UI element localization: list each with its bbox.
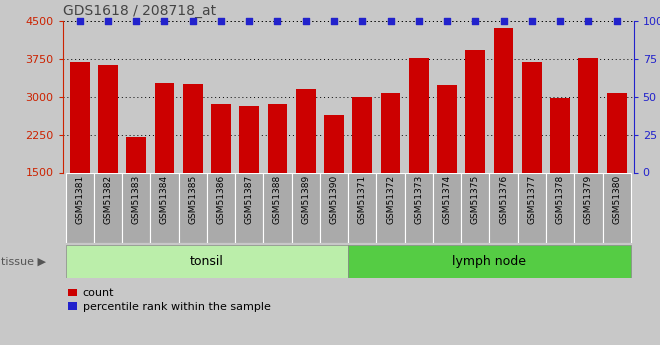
Bar bbox=[122, 172, 150, 243]
Text: GSM51381: GSM51381 bbox=[75, 175, 84, 224]
Point bbox=[527, 18, 537, 23]
Bar bbox=[405, 172, 433, 243]
Bar bbox=[578, 58, 598, 172]
Bar bbox=[494, 28, 513, 172]
Bar bbox=[517, 172, 546, 243]
Bar bbox=[235, 172, 263, 243]
Point bbox=[216, 18, 226, 23]
Bar bbox=[150, 172, 179, 243]
Bar bbox=[94, 172, 122, 243]
Point bbox=[442, 18, 452, 23]
Bar bbox=[240, 106, 259, 172]
Bar bbox=[607, 92, 626, 172]
Text: GSM51384: GSM51384 bbox=[160, 175, 169, 224]
Bar bbox=[65, 245, 348, 278]
Bar bbox=[126, 137, 146, 172]
Bar bbox=[522, 62, 542, 172]
Text: tissue ▶: tissue ▶ bbox=[1, 256, 46, 266]
Bar bbox=[348, 172, 376, 243]
Point bbox=[329, 18, 339, 23]
Text: GSM51374: GSM51374 bbox=[443, 175, 451, 224]
Bar bbox=[154, 83, 174, 172]
Bar bbox=[267, 104, 287, 172]
Text: GSM51379: GSM51379 bbox=[584, 175, 593, 224]
Bar bbox=[352, 97, 372, 172]
Bar bbox=[263, 172, 292, 243]
Point bbox=[357, 18, 368, 23]
Point bbox=[498, 18, 509, 23]
Point bbox=[159, 18, 170, 23]
Text: tonsil: tonsil bbox=[190, 255, 224, 268]
Bar bbox=[320, 172, 348, 243]
Bar bbox=[433, 172, 461, 243]
Text: GSM51376: GSM51376 bbox=[499, 175, 508, 224]
Point bbox=[187, 18, 198, 23]
Point bbox=[131, 18, 141, 23]
Bar bbox=[409, 58, 429, 172]
Point bbox=[385, 18, 396, 23]
Bar bbox=[461, 172, 490, 243]
Text: GSM51377: GSM51377 bbox=[527, 175, 537, 224]
Bar bbox=[296, 89, 315, 172]
Point bbox=[555, 18, 566, 23]
Bar bbox=[348, 245, 631, 278]
Bar bbox=[381, 92, 401, 172]
Text: GSM51387: GSM51387 bbox=[245, 175, 253, 224]
Text: GSM51386: GSM51386 bbox=[216, 175, 226, 224]
Text: GSM51383: GSM51383 bbox=[132, 175, 141, 224]
Bar bbox=[179, 172, 207, 243]
Point bbox=[272, 18, 282, 23]
Text: lymph node: lymph node bbox=[453, 255, 527, 268]
Text: GSM51375: GSM51375 bbox=[471, 175, 480, 224]
Bar bbox=[207, 172, 235, 243]
Bar bbox=[490, 172, 517, 243]
Text: GSM51373: GSM51373 bbox=[414, 175, 423, 224]
Bar bbox=[324, 115, 344, 172]
Text: GSM51389: GSM51389 bbox=[301, 175, 310, 224]
Bar bbox=[292, 172, 320, 243]
Point bbox=[414, 18, 424, 23]
Bar bbox=[65, 172, 94, 243]
Point bbox=[300, 18, 311, 23]
Text: GDS1618 / 208718_at: GDS1618 / 208718_at bbox=[63, 4, 216, 18]
Point bbox=[611, 18, 622, 23]
Legend: count, percentile rank within the sample: count, percentile rank within the sample bbox=[68, 288, 271, 312]
Text: GSM51380: GSM51380 bbox=[612, 175, 621, 224]
Bar bbox=[546, 172, 574, 243]
Point bbox=[470, 18, 480, 23]
Bar bbox=[550, 98, 570, 172]
Bar bbox=[98, 65, 118, 172]
Bar bbox=[465, 50, 485, 172]
Bar bbox=[211, 104, 231, 172]
Text: GSM51371: GSM51371 bbox=[358, 175, 367, 224]
Text: GSM51372: GSM51372 bbox=[386, 175, 395, 224]
Point bbox=[244, 18, 255, 23]
Bar bbox=[574, 172, 603, 243]
Text: GSM51388: GSM51388 bbox=[273, 175, 282, 224]
Point bbox=[75, 18, 85, 23]
Text: GSM51378: GSM51378 bbox=[556, 175, 564, 224]
Text: GSM51385: GSM51385 bbox=[188, 175, 197, 224]
Bar bbox=[603, 172, 631, 243]
Bar bbox=[70, 62, 90, 172]
Point bbox=[583, 18, 593, 23]
Bar bbox=[437, 86, 457, 172]
Bar bbox=[183, 85, 203, 172]
Bar bbox=[376, 172, 405, 243]
Point bbox=[103, 18, 114, 23]
Text: GSM51390: GSM51390 bbox=[329, 175, 339, 224]
Text: GSM51382: GSM51382 bbox=[104, 175, 112, 224]
